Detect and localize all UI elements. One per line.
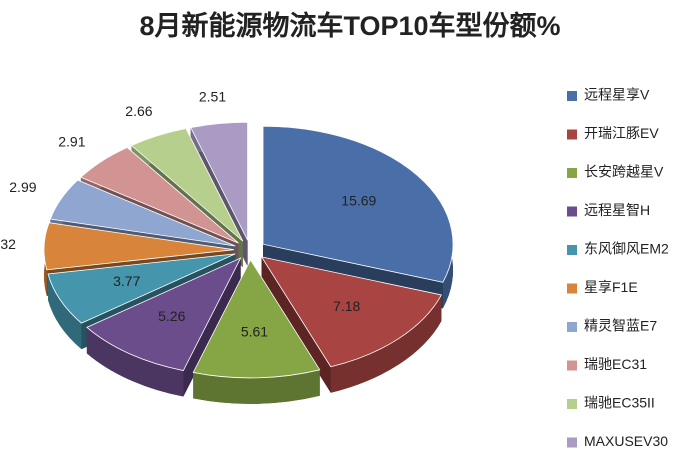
legend-label: 瑞驰EC35II — [584, 395, 655, 411]
legend-label: 星享F1E — [584, 279, 638, 295]
legend-label: MAXUSEV30 — [584, 433, 668, 449]
legend-label: 长安跨越星V — [584, 164, 664, 180]
legend-swatch — [567, 245, 577, 255]
legend-swatch — [567, 283, 577, 294]
slice-side — [193, 369, 320, 404]
data-label: 5.26 — [158, 308, 185, 324]
legend-label: 精灵智蓝E7 — [584, 318, 657, 334]
slice — [80, 147, 239, 244]
slice-side — [330, 294, 442, 393]
data-label: 15.69 — [341, 192, 376, 208]
data-label: 3.77 — [113, 273, 140, 289]
legend-swatch — [567, 129, 577, 140]
legend-label: 远程星享V — [584, 87, 650, 103]
slice — [43, 222, 235, 271]
data-label: 2.99 — [9, 179, 36, 195]
slice-wall — [261, 256, 331, 393]
slice — [47, 253, 236, 324]
data-label: 7.18 — [333, 298, 360, 314]
legend-swatch — [567, 399, 577, 409]
legend-label: 东风御风EM2 — [584, 241, 669, 257]
data-label: 5.61 — [241, 324, 268, 340]
legend-swatch — [567, 360, 577, 371]
legend-label: 远程星智H — [584, 202, 650, 218]
pie — [43, 121, 454, 404]
slice — [260, 256, 443, 368]
slice — [190, 121, 248, 241]
slice — [86, 257, 242, 372]
slice-side — [48, 273, 82, 350]
data-label: 3.32 — [0, 236, 16, 252]
legend-label: 瑞驰EC31 — [584, 356, 647, 372]
data-label: 2.66 — [125, 103, 152, 119]
legend-swatch — [567, 168, 577, 178]
slice — [192, 259, 321, 379]
chart-title: 8月新能源物流车TOP10车型份额% — [139, 10, 560, 41]
legend-swatch — [567, 91, 577, 101]
data-label: 2.51 — [199, 89, 226, 105]
data-label: 2.91 — [58, 134, 85, 150]
legend-swatch — [567, 206, 577, 217]
slice — [130, 128, 244, 242]
legend-swatch — [567, 437, 577, 448]
legend-label: 开瑞江豚EV — [584, 125, 659, 141]
legend-swatch — [567, 322, 577, 332]
slice — [49, 179, 236, 247]
slice — [262, 125, 454, 283]
slice-wall — [183, 258, 241, 397]
